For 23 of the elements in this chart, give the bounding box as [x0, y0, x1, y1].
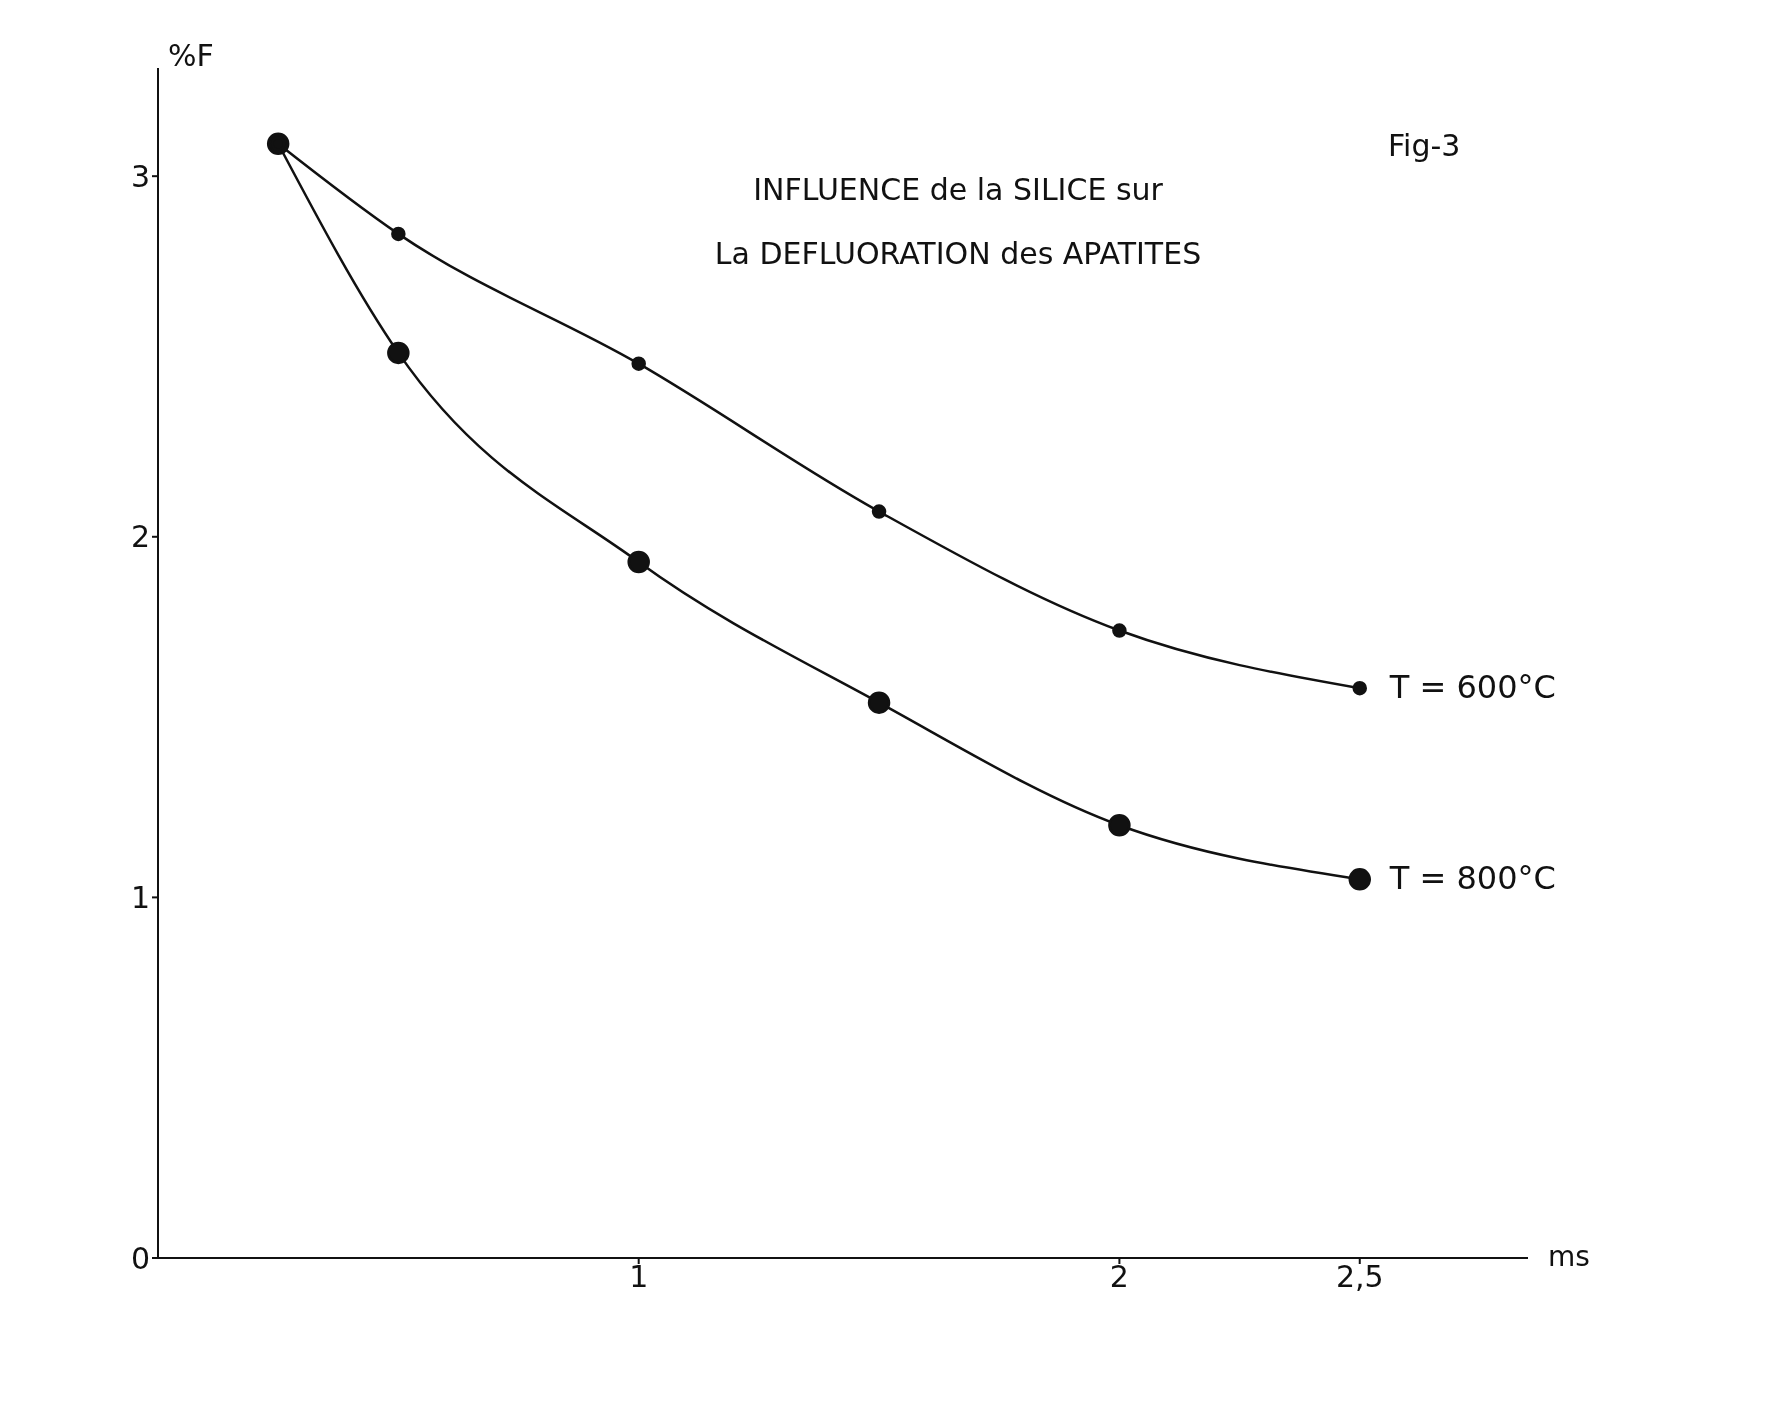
point	[1112, 623, 1127, 638]
x-tick-label: 1	[629, 1259, 649, 1295]
text: INFLUENCE de la SILICE sur La DEFLUORATION des APATITES	[713, 171, 1203, 273]
y-tick-label: 1	[130, 880, 150, 916]
point	[867, 691, 891, 714]
y-axis-title: %F	[168, 38, 214, 73]
series-label: T = 800°C	[1388, 859, 1556, 898]
point	[1108, 814, 1131, 837]
y-tick-label: 3	[130, 158, 150, 194]
series-label: T = 600°C	[1388, 668, 1556, 707]
x-axis-title: ms	[1548, 1240, 1590, 1273]
x-tick-label: 2,5	[1335, 1259, 1384, 1295]
point	[627, 550, 650, 574]
y-tick-label: 2	[130, 519, 150, 555]
point	[631, 356, 646, 371]
y-tick-label: 0	[130, 1240, 150, 1276]
point	[1352, 680, 1367, 696]
point	[1348, 868, 1371, 891]
point	[387, 341, 410, 365]
annotation: Fig-3	[1388, 128, 1461, 163]
point	[391, 226, 406, 242]
x-tick-label: 2	[1109, 1259, 1129, 1295]
point	[871, 504, 887, 519]
